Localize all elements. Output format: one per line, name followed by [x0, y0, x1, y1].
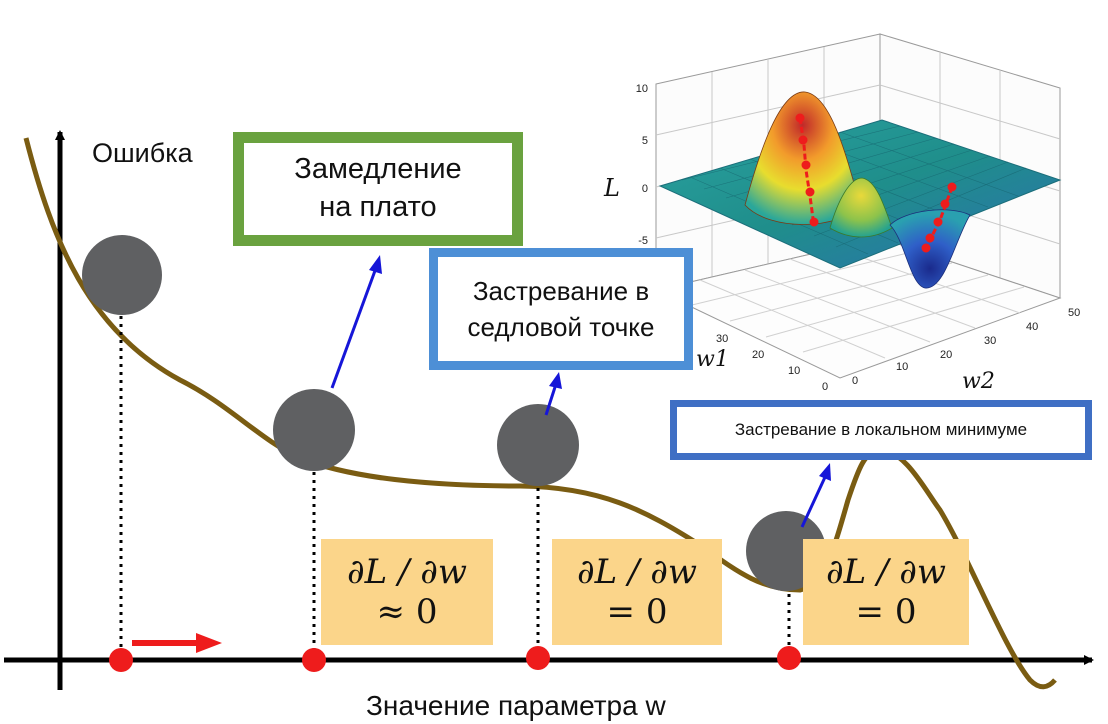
w2-tick-10: 10 — [896, 361, 908, 373]
formula-box-local-min: ∂L / ∂w = 0 — [803, 539, 969, 645]
surface-bump — [829, 177, 893, 238]
marker-4 — [777, 646, 801, 670]
ball-plateau — [273, 389, 355, 471]
formula-localmin-top: ∂L / ∂w — [826, 551, 946, 592]
w2-tick-30: 30 — [984, 335, 996, 347]
marker-2 — [302, 648, 326, 672]
w1-tick-30: 30 — [716, 333, 728, 345]
surface-plot: 10 5 0 -5 30 20 10 0 0 10 20 30 40 50 L … — [603, 33, 1080, 394]
w2-tick-40: 40 — [1026, 321, 1038, 333]
surface-peak — [744, 91, 861, 225]
w1-tick-20: 20 — [752, 349, 764, 361]
w1-tick-0: 0 — [822, 381, 828, 393]
loss-curve — [23, 137, 1057, 690]
w2-tick-20: 20 — [940, 349, 952, 361]
marker-1 — [109, 648, 133, 672]
descent-path-peak — [795, 113, 819, 227]
formula-box-plateau: ∂L / ∂w ≈ 0 — [321, 539, 493, 645]
descent-path-pit — [921, 182, 957, 253]
w2-tick-50: 50 — [1068, 307, 1080, 319]
ball-start — [82, 235, 162, 315]
y-axis-title: Ошибка — [92, 138, 193, 168]
callout-saddle: Застревание в седловой точке — [429, 248, 693, 370]
pointer-arrow-plateau — [330, 255, 382, 389]
w1-tick-10: 10 — [788, 365, 800, 377]
z-tick-10: 10 — [636, 83, 648, 95]
pointer-arrow-local-min — [800, 463, 831, 528]
pointer-arrow-saddle — [544, 372, 562, 416]
surface-z-label: L — [603, 174, 620, 202]
surface-w1-label: w1 — [696, 347, 729, 372]
formula-saddle-top: ∂L / ∂w — [577, 551, 697, 592]
callout-plateau: Замедление на плато — [233, 132, 523, 246]
formula-plateau-bottom: ≈ 0 — [376, 592, 438, 632]
x-axis-title: Значение параметра w — [366, 690, 666, 721]
surface-w2-label: w2 — [962, 369, 995, 394]
surface-floor — [654, 237, 1062, 379]
z-tick-5: 5 — [642, 135, 648, 147]
marker-3 — [526, 646, 550, 670]
callout-local-min: Застревание в локальном минимуме — [670, 400, 1092, 460]
z-tick-0: 0 — [642, 183, 648, 195]
ball-saddle — [497, 404, 579, 486]
formula-localmin-bottom: = 0 — [855, 592, 917, 632]
formula-box-saddle: ∂L / ∂w = 0 — [552, 539, 722, 645]
formula-plateau-top: ∂L / ∂w — [347, 551, 467, 592]
formula-saddle-bottom: = 0 — [606, 592, 668, 632]
w2-tick-0: 0 — [852, 375, 858, 387]
direction-arrow-icon — [132, 633, 222, 653]
z-tick-minus5: -5 — [638, 235, 648, 247]
